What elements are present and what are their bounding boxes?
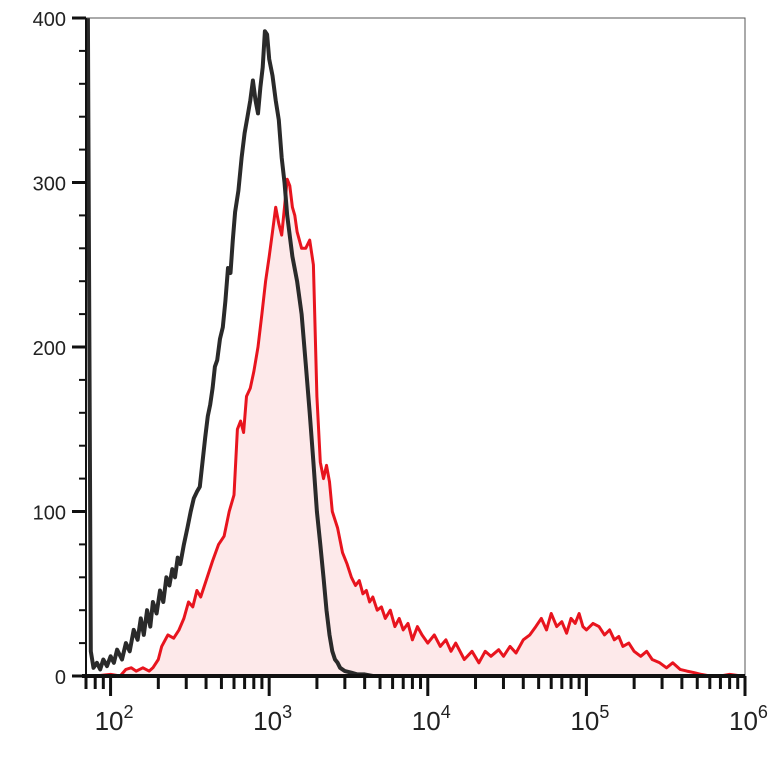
y-tick-label-0: 0: [55, 667, 66, 689]
x-tick-label-2: 104: [412, 702, 451, 736]
series-layer: [85, 17, 742, 678]
y-tick-label-4: 400: [33, 9, 66, 31]
y-tick-label-2: 200: [33, 338, 66, 360]
x-tick-exponent-3: 5: [599, 702, 609, 722]
x-tick-exponent-2: 4: [441, 702, 451, 722]
series-1-line: [85, 17, 380, 678]
axes-layer: 102 103 104 105 106 0 100 200 300 400: [33, 9, 768, 736]
series-0-fill: [95, 179, 742, 676]
plot-frame: [85, 17, 746, 677]
y-tick-label-1: 100: [33, 503, 66, 525]
x-tick-label-3: 105: [570, 702, 609, 736]
x-tick-label-0: 102: [95, 702, 134, 736]
x-tick-label-4: 106: [729, 702, 768, 736]
x-tick-exponent-4: 6: [758, 702, 768, 722]
x-tick-exponent-0: 2: [123, 702, 133, 722]
y-tick-label-3: 300: [33, 174, 66, 196]
x-tick-label-1: 103: [253, 702, 292, 736]
x-tick-exponent-1: 3: [282, 702, 292, 722]
series-0-line: [95, 177, 742, 678]
